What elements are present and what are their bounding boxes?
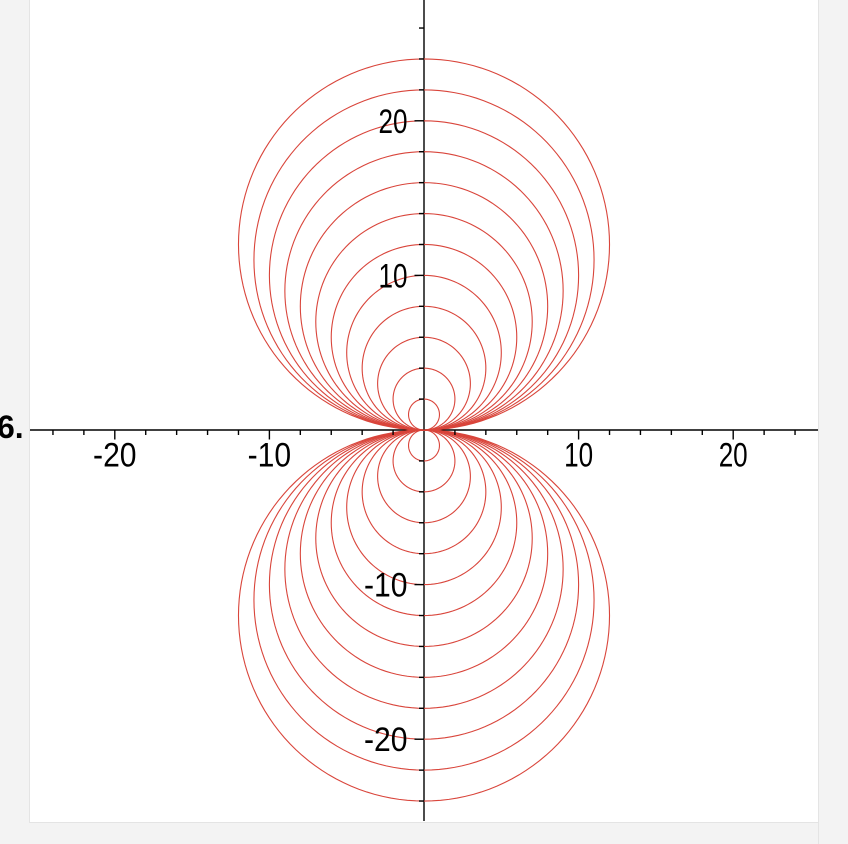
svg-text:-20: -20 bbox=[93, 437, 137, 475]
svg-text:20: 20 bbox=[719, 437, 748, 475]
svg-text:20: 20 bbox=[379, 103, 408, 141]
svg-text:10: 10 bbox=[379, 257, 408, 295]
svg-text:-20: -20 bbox=[364, 721, 408, 759]
svg-text:-10: -10 bbox=[248, 437, 292, 475]
svg-text:10: 10 bbox=[564, 437, 593, 475]
svg-text:-10: -10 bbox=[364, 567, 408, 605]
